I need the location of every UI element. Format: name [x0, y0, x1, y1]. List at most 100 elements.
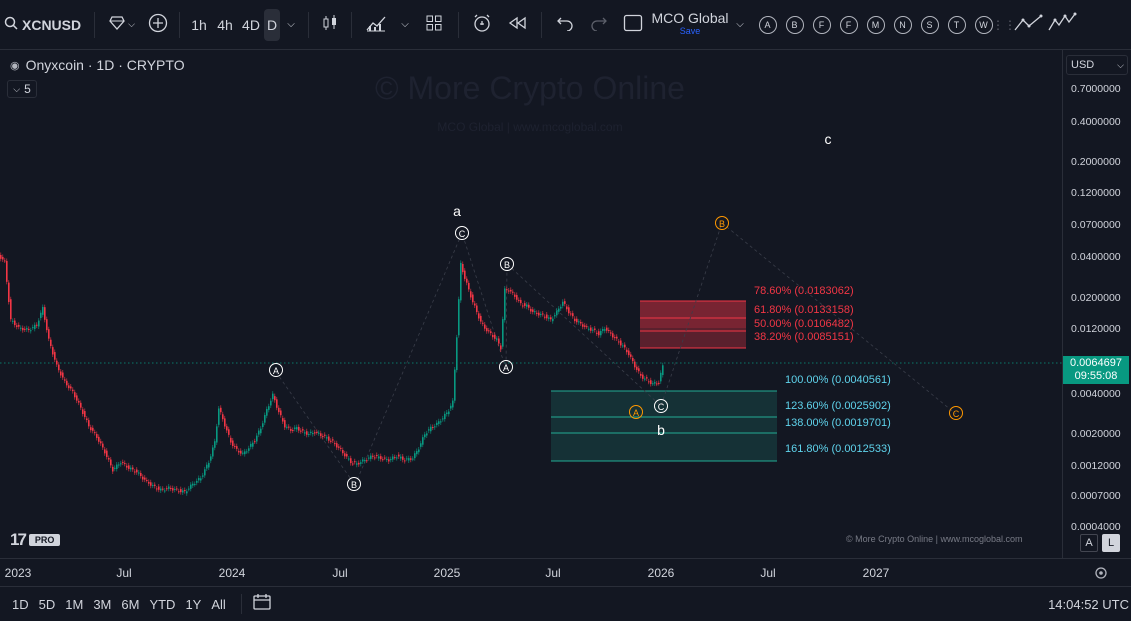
- drag-handle-icon[interactable]: ⋮⋮: [992, 17, 1016, 32]
- wave-label-A2[interactable]: A: [503, 363, 509, 373]
- wave-impulse-tool[interactable]: [1045, 9, 1079, 41]
- wave-label-b[interactable]: b: [657, 422, 665, 438]
- candle-body: [472, 294, 474, 303]
- fib-retracement-upper[interactable]: 78.60% (0.0183062) 61.80% (0.0133158) 50…: [640, 285, 854, 349]
- layout-name-button[interactable]: MCO Global Save: [650, 9, 730, 41]
- range-1d[interactable]: 1D: [12, 596, 29, 612]
- wave-label-B3[interactable]: B: [719, 219, 725, 229]
- plus-circle-icon: [148, 13, 168, 36]
- wave-label-A3[interactable]: A: [633, 408, 639, 418]
- indicators-collapse-toggle[interactable]: ⌵ 5: [7, 80, 37, 98]
- candle-body: [590, 327, 592, 331]
- shortcut-b[interactable]: B: [785, 15, 804, 34]
- log-scale-button[interactable]: L: [1102, 534, 1120, 552]
- range-1y[interactable]: 1Y: [185, 596, 202, 612]
- fib-extension-lower[interactable]: 100.00% (0.0040561) 123.60% (0.0025902) …: [551, 374, 891, 462]
- wave-label-C3[interactable]: C: [953, 409, 960, 419]
- elliott-wave-labels[interactable]: a b c A B C A B C A B C: [269, 131, 963, 491]
- shortcut-n[interactable]: N: [893, 15, 912, 34]
- candle-body: [358, 462, 360, 465]
- interval-d[interactable]: D: [264, 8, 280, 41]
- layout-dropdown[interactable]: ⌵: [730, 9, 750, 41]
- interval-dropdown[interactable]: ⌵: [280, 9, 302, 41]
- shortcut-s[interactable]: S: [920, 15, 939, 34]
- layout-grid-button[interactable]: [416, 9, 452, 41]
- candle-body: [438, 421, 440, 424]
- range-3m[interactable]: 3M: [93, 596, 112, 612]
- fullscreen-toggle[interactable]: [616, 9, 650, 41]
- wave-abc-tool[interactable]: [1011, 9, 1045, 41]
- wave-label-c[interactable]: c: [825, 131, 832, 147]
- compare-button[interactable]: [143, 9, 173, 41]
- candle-body: [532, 309, 534, 312]
- shortcut-f[interactable]: F: [812, 15, 831, 34]
- candle-body: [216, 426, 218, 443]
- wave-label-B1[interactable]: B: [351, 480, 357, 490]
- alert-button[interactable]: [465, 9, 499, 41]
- chart-type-button[interactable]: [315, 9, 345, 41]
- goto-date-icon[interactable]: [252, 593, 272, 616]
- candle-body: [222, 414, 224, 420]
- shortcut-a[interactable]: A: [758, 15, 777, 34]
- wave-label-B2[interactable]: B: [504, 260, 510, 270]
- candle-body: [444, 413, 446, 420]
- interval-1h[interactable]: 1h: [191, 16, 207, 33]
- candle-body: [206, 464, 208, 469]
- symbol-search[interactable]: XCNUSD: [0, 9, 88, 41]
- exchange-selector[interactable]: ⌵: [101, 9, 143, 41]
- range-5d[interactable]: 5D: [38, 596, 56, 612]
- candle-body: [610, 332, 612, 334]
- copyright-notice: © More Crypto Online | www.mcoglobal.com: [846, 534, 1023, 544]
- candle-body: [66, 380, 68, 386]
- shortcut-f2[interactable]: F: [839, 15, 858, 34]
- chart-pane[interactable]: © More Crypto Online MCO Global | www.mc…: [0, 50, 1062, 558]
- candle-body: [408, 458, 410, 461]
- indicators-count: 5: [24, 82, 31, 96]
- replay-button[interactable]: [499, 9, 535, 41]
- wave-label-a[interactable]: a: [453, 203, 461, 219]
- range-1m[interactable]: 1M: [65, 596, 84, 612]
- save-label[interactable]: Save: [679, 25, 701, 36]
- wave-label-C1[interactable]: C: [459, 229, 466, 239]
- indicators-button[interactable]: [358, 9, 394, 41]
- clock[interactable]: 14:04:52 UTC: [1048, 596, 1129, 612]
- legend-title[interactable]: Onyxcoin · 1D · CRYPTO: [25, 57, 185, 73]
- search-icon: [4, 16, 18, 33]
- candle-body: [624, 344, 626, 348]
- candle-body: [416, 451, 418, 455]
- chevron-down-icon: ⌵: [736, 19, 744, 30]
- wave-label-A1[interactable]: A: [273, 366, 279, 376]
- indicators-dropdown[interactable]: ⌵: [394, 9, 416, 41]
- currency-selector[interactable]: USD ⌵: [1066, 55, 1128, 75]
- chevron-down-icon: ⌵: [287, 19, 295, 30]
- time-axis-settings-icon[interactable]: [1095, 567, 1107, 579]
- tradingview-logo[interactable]: 17 PRO: [10, 530, 61, 550]
- price-chart[interactable]: 78.60% (0.0183062) 61.80% (0.0133158) 50…: [0, 50, 1062, 558]
- undo-button[interactable]: [548, 9, 582, 41]
- shortcut-t[interactable]: T: [947, 15, 966, 34]
- candle-body: [316, 432, 318, 434]
- interval-4h[interactable]: 4h: [217, 16, 233, 33]
- auto-scale-button[interactable]: A: [1080, 534, 1098, 552]
- candle-body: [156, 488, 158, 490]
- price-axis[interactable]: 0.7000000 0.4000000 0.2000000 0.1200000 0.07…: [1062, 50, 1131, 558]
- candle-body: [162, 488, 164, 490]
- candle-body: [556, 310, 558, 316]
- wave-label-C2[interactable]: C: [658, 402, 665, 412]
- candle-body: [460, 262, 462, 301]
- shortcut-w[interactable]: W: [974, 15, 993, 34]
- wave-circle-b1: [347, 477, 361, 491]
- interval-4d[interactable]: 4D: [242, 16, 260, 33]
- candle-body: [204, 469, 206, 476]
- candle-body: [234, 446, 236, 448]
- range-ytd[interactable]: YTD: [149, 596, 176, 612]
- time-axis[interactable]: 2023 Jul 2024 Jul 2025 Jul 2026 Jul 2027: [0, 558, 1131, 586]
- candle-body: [554, 315, 556, 317]
- range-all[interactable]: All: [211, 596, 226, 612]
- candle-body: [68, 385, 70, 389]
- candle-body: [314, 432, 316, 434]
- range-6m[interactable]: 6M: [121, 596, 140, 612]
- redo-button[interactable]: [582, 9, 616, 41]
- shortcut-m[interactable]: M: [866, 15, 885, 34]
- chart-legend[interactable]: ◉ Onyxcoin · 1D · CRYPTO: [10, 57, 185, 73]
